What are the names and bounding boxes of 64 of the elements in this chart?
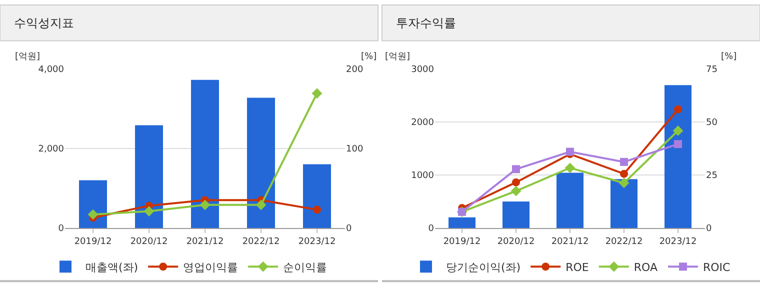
- y-tick-label: 0: [428, 224, 434, 234]
- bar: [448, 217, 476, 228]
- x-tick-label: 2020/12: [130, 236, 168, 247]
- y2-tick-label: 100: [346, 144, 364, 154]
- y2-axis-title: [%]: [361, 52, 377, 62]
- legend-label: 당기순이익(좌): [446, 260, 521, 274]
- chart-title: 수익성지표: [14, 16, 74, 30]
- x-tick-label: 2021/12: [551, 236, 589, 247]
- point: [88, 209, 98, 220]
- y-tick-label: 4,000: [38, 64, 64, 75]
- point: [312, 88, 322, 99]
- point: [313, 206, 321, 214]
- y2-tick-label: 25: [706, 171, 718, 182]
- point: [618, 178, 630, 188]
- bar: [135, 125, 163, 228]
- y-axis-title: [억원]: [15, 52, 40, 62]
- legend-label: ROIC: [703, 260, 731, 274]
- point: [674, 105, 682, 114]
- legend-label: ROA: [634, 260, 658, 274]
- bar: [303, 164, 331, 228]
- point: [144, 206, 154, 216]
- chart-title: 투자수익률: [396, 16, 456, 30]
- point: [620, 158, 628, 166]
- x-tick-label: 2019/12: [74, 236, 112, 247]
- y-tick-label: 2000: [411, 118, 434, 128]
- y-tick-label: 3000: [411, 64, 434, 75]
- bar: [610, 179, 638, 228]
- point: [672, 126, 684, 136]
- y-tick-label: 0: [58, 224, 64, 234]
- x-tick-label: 2022/12: [605, 236, 643, 247]
- point: [674, 140, 682, 148]
- legend-label: 영업이익률: [183, 260, 238, 274]
- bar: [502, 201, 530, 228]
- y2-tick-label: 0: [346, 224, 352, 234]
- x-tick-label: 2019/12: [443, 236, 481, 247]
- y-axis-title: [억원]: [385, 52, 410, 62]
- y2-tick-label: 75: [706, 64, 718, 75]
- point: [256, 200, 266, 210]
- point: [512, 165, 520, 174]
- y-tick-label: 1000: [411, 171, 434, 182]
- y2-axis-title: [%]: [721, 52, 737, 62]
- x-tick-label: 2023/12: [298, 236, 336, 247]
- y2-tick-label: 200: [346, 64, 364, 75]
- bar: [191, 80, 219, 228]
- point: [564, 162, 576, 174]
- legend-label: ROE: [566, 260, 589, 274]
- bar: [664, 85, 692, 228]
- x-tick-label: 2020/12: [497, 236, 535, 247]
- y-tick-label: 2,000: [38, 144, 64, 154]
- bar: [79, 180, 107, 228]
- y2-tick-label: 50: [706, 118, 718, 128]
- y2-tick-label: 0: [706, 224, 712, 234]
- point: [620, 170, 628, 178]
- legend-label: 매출액(좌): [86, 260, 138, 274]
- point: [510, 186, 522, 196]
- point: [200, 200, 210, 210]
- x-tick-label: 2023/12: [659, 236, 697, 247]
- point: [566, 148, 574, 156]
- legend-label: 순이익률: [283, 260, 328, 274]
- point: [512, 178, 520, 186]
- x-tick-label: 2021/12: [186, 236, 224, 247]
- x-tick-label: 2022/12: [242, 236, 280, 247]
- bar: [247, 98, 275, 228]
- bar: [556, 172, 584, 228]
